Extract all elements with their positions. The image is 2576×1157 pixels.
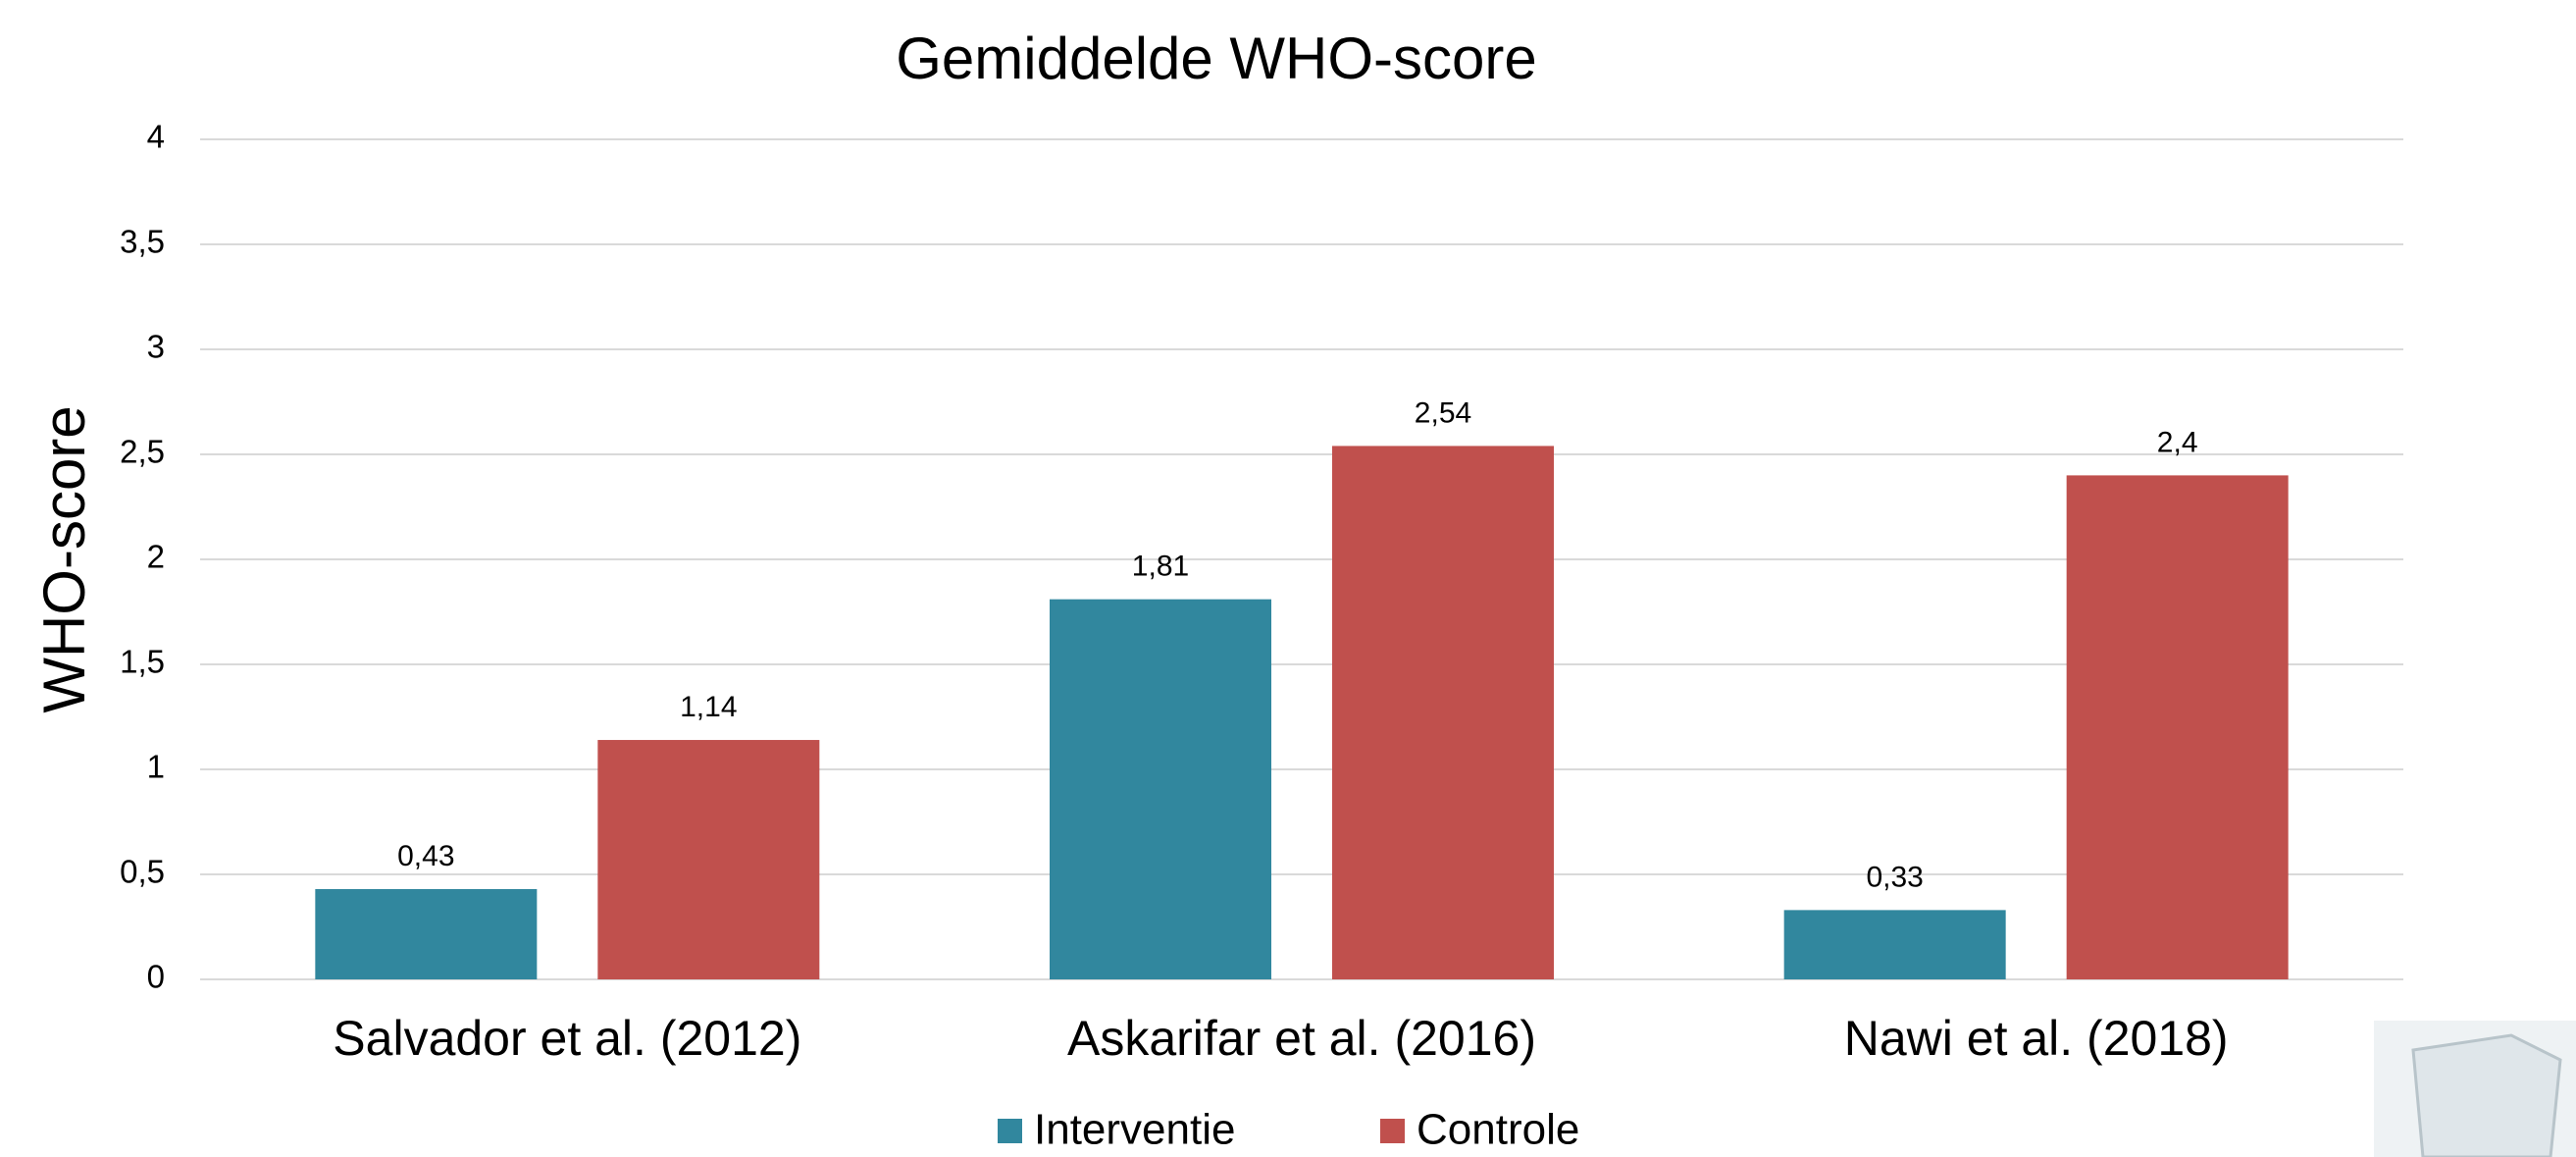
bar [1050, 599, 1271, 979]
data-label: 2,4 [2157, 426, 2198, 458]
data-label: 0,43 [397, 840, 454, 872]
bar [315, 888, 538, 979]
x-tick-label: Nawi et al. (2018) [1844, 1011, 2229, 1066]
y-axis-title: WHO-score [31, 405, 97, 712]
x-tick-label: Askarifar et al. (2016) [1067, 1011, 1536, 1066]
x-tick-label: Salvador et al. (2012) [333, 1011, 801, 1066]
bar [1783, 910, 2006, 979]
y-tick-label: 2 [147, 539, 165, 575]
y-tick-label: 1 [147, 749, 165, 785]
data-label: 0,33 [1866, 861, 1923, 893]
y-tick-label: 3,5 [120, 224, 165, 260]
legend-label: Controle [1417, 1106, 1579, 1154]
chart-title: Gemiddelde WHO-score [896, 26, 1537, 91]
legend-swatch [998, 1119, 1022, 1143]
bar [2066, 475, 2289, 979]
y-tick-label: 0,5 [120, 854, 165, 890]
bar [597, 740, 820, 979]
y-tick-label: 4 [147, 119, 165, 155]
y-tick-label: 3 [147, 329, 165, 365]
y-tick-label: 0 [147, 959, 165, 995]
data-label: 1,14 [680, 691, 737, 723]
y-tick-label: 2,5 [120, 434, 165, 470]
data-label: 1,81 [1132, 551, 1189, 583]
bar [1332, 446, 1554, 979]
data-label: 2,54 [1415, 396, 1471, 429]
legend-swatch [1380, 1119, 1405, 1143]
decoration [2374, 1021, 2576, 1157]
y-tick-label: 1,5 [120, 644, 165, 680]
legend-label: Interventie [1034, 1106, 1235, 1154]
